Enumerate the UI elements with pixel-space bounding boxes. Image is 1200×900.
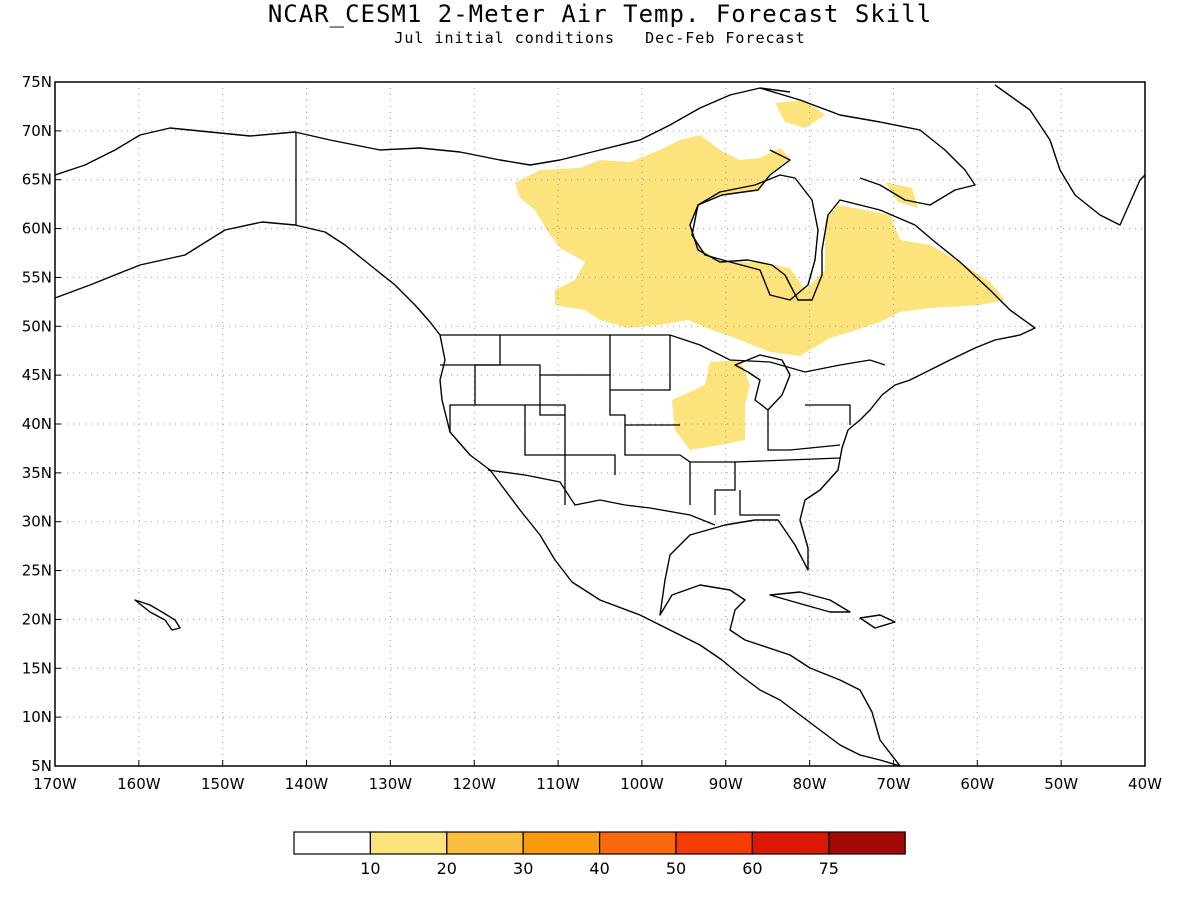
lon-label: 170W [33,775,77,793]
colorbar-label: 40 [589,859,609,878]
colorbar-swatch [598,831,677,855]
colorbar-label: 20 [437,859,457,878]
coastline-greenland [994,84,1146,226]
coastline-mexico-gulf [659,149,1036,767]
coastlines [54,84,1146,767]
lat-label: 55N [22,268,52,286]
skill-region-canada [515,135,1005,356]
lon-label: 90W [709,775,743,793]
lon-label: 70W [877,775,911,793]
lon-label: 160W [117,775,161,793]
state-lines-5 [609,375,691,505]
coastline-hispaniola [859,614,896,629]
skill-region-baffin [775,100,825,128]
lat-label: 35N [22,464,52,482]
colorbar-label: 10 [360,859,380,878]
lon-label: 140W [285,775,329,793]
lat-label: 15N [22,659,52,677]
lat-label: 10N [22,708,52,726]
state-lines-3 [449,404,475,432]
lat-label: 65N [22,171,52,189]
coastline-arctic [54,87,791,176]
us-mexico-border [487,469,716,526]
colorbar-legend: 10 20 30 40 50 60 75 [293,831,906,878]
lat-label: 50N [22,317,52,335]
state-lines-7 [610,335,671,391]
colorbar-swatch [446,831,524,855]
skill-region-midwest [672,360,750,450]
colorbar-swatch [369,831,448,855]
state-lines-9 [690,461,736,515]
lat-label: 20N [22,610,52,628]
lat-label: 70N [22,122,52,140]
colorbar-label: 60 [742,859,762,878]
lon-label: 120W [452,775,496,793]
state-lines-13 [805,404,851,425]
coastline-baffin [759,87,976,206]
latitude-labels: 75N 70N 65N 60N 55N 50N 45N 40N 35N 30N 25N 20N 15N 1… [22,73,61,775]
lon-label: 150W [201,775,245,793]
lon-label: 40W [1128,775,1162,793]
lon-label: 50W [1044,775,1078,793]
lon-label: 80W [793,775,827,793]
coastline-great-lakes [734,354,791,411]
lon-label: 60W [960,775,994,793]
lat-label: 25N [22,562,52,580]
lon-label: 130W [369,775,413,793]
coastline-cuba [769,591,851,613]
lat-label: 30N [22,513,52,531]
state-lines-10 [734,457,841,463]
state-lines-4 [525,404,616,475]
lat-label: 40N [22,415,52,433]
lon-label: 110W [536,775,580,793]
state-lines-2 [440,335,611,376]
coastline-hudson-bay [691,174,819,301]
lat-label: 45N [22,366,52,384]
colorbar-swatch [675,831,754,855]
lon-label: 100W [620,775,664,793]
longitude-labels: 170W 160W 150W 140W 130W 120W 110W 100W 90W 80W 70… [33,760,1162,793]
colorbar-swatch [828,831,906,855]
skill-region-north-labrador [885,182,918,208]
state-lines-6 [539,375,565,416]
lat-label: 75N [22,73,52,91]
colorbar-swatch [293,831,372,855]
lat-lon-grid [55,82,1145,766]
colorbar-label: 75 [819,859,839,878]
colorbar-swatch [751,831,830,855]
state-lines-12 [767,410,841,451]
coastline-hawaii [134,599,181,631]
colorbar-swatch [522,831,601,855]
map-subtitle: Jul initial conditions Dec-Feb Forecast [394,29,806,47]
lat-label: 60N [22,220,52,238]
state-lines-11 [739,490,780,516]
us-canada-border [440,334,886,373]
lat-label: 5N [31,757,52,775]
colorbar-label: 30 [513,859,533,878]
state-lines-1 [474,335,566,505]
map-title: NCAR_CESM1 2-Meter Air Temp. Forecast Sk… [267,0,933,28]
political-boundaries [295,132,886,526]
colorbar-label: 50 [666,859,686,878]
